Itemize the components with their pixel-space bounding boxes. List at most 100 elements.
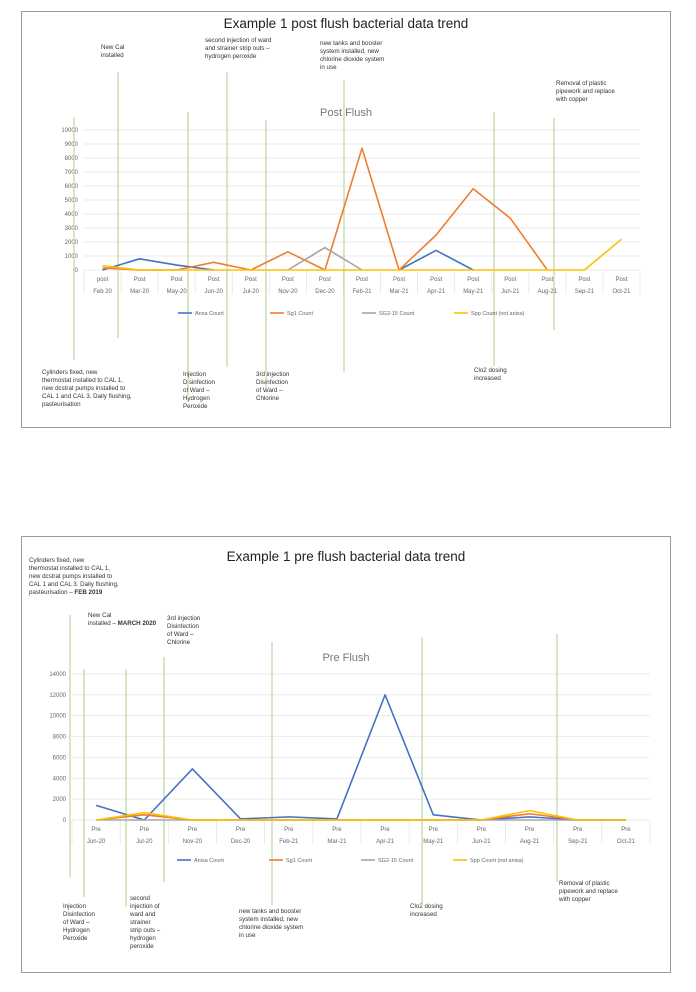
x-tick-label: Pre [140,827,150,833]
x-tick-label: Aug-21 [520,839,540,845]
plot-subtitle: Pre Flush [322,652,370,664]
legend-label: Ansa Count [195,311,224,317]
x-tick-label: Post [578,277,590,283]
x-tick-label: Aug-21 [538,289,558,295]
x-tick-label: Post [541,277,553,283]
x-tick-label: Mar-20 [130,289,150,295]
x-tick-label: Nov-20 [183,839,203,845]
pre-flush-chart: Example 1 pre flush bacterial data trend… [21,536,671,973]
annotation-date: MARCH 2020 [117,620,157,627]
x-tick-label: Jul-20 [243,289,260,295]
x-tick-label: Post [356,277,368,283]
x-tick-label: Pre [188,827,198,833]
annotation: Clo2 dosing increased [474,367,507,382]
annotation: Clo2 dosing increased [410,903,443,918]
y-tick-label: 12000 [49,693,66,699]
annotation: 3rd injection Disinfection of Ward – Chl… [256,371,290,402]
x-tick-label: Jun-21 [472,839,491,845]
chart-title: Example 1 post flush bacterial data tren… [223,16,469,31]
x-tick-label: Pre [236,827,246,833]
series-line [102,147,548,271]
y-tick-label: 3000 [65,226,79,232]
annotation: new tanks and booster system installed, … [320,40,385,71]
y-tick-label: 1000 [65,254,79,260]
x-tick-label: Pre [429,827,439,833]
series-line [102,238,622,271]
annotation: 3rd injection Disinfection of Ward – Chl… [167,615,201,646]
y-tick-label: 4000 [53,776,67,782]
x-tick-label: Post [615,277,627,283]
annotation: second injection of ward and strainer st… [130,895,161,950]
y-tick-label: 8000 [53,735,67,741]
series-line [102,258,214,271]
annotation: Removal of plastic pipework and replace … [559,880,618,903]
y-tick-label: 10000 [49,714,66,720]
x-tick-label: Feb-21 [279,839,299,845]
annotation: New Cal installed – MARCH 2020 [88,612,156,628]
x-tick-label: Post [282,277,294,283]
x-tick-label: Pre [380,827,390,833]
annotation: Cylinders fixed, new thermostat installe… [42,369,132,408]
series-line [398,249,474,271]
legend-label: Spp Count (not anisa) [470,858,524,864]
annotation: Injection Disinfection of Ward – Hydroge… [183,371,215,410]
x-tick-label: Jul-20 [136,839,153,845]
x-tick-label: Oct-21 [617,839,636,845]
x-tick-label: Pre [91,827,101,833]
x-tick-label: Nov-20 [278,289,298,295]
y-tick-label: 5000 [65,198,79,204]
x-tick-label: Post [171,277,183,283]
y-tick-label: 6000 [65,184,79,190]
x-tick-label: Post [319,277,331,283]
annotation: new tanks and booster system installed, … [239,908,304,939]
x-tick-label: Mar-21 [327,839,347,845]
x-tick-label: Pre [525,827,535,833]
x-tick-label: Jun-21 [501,289,520,295]
chart-title: Example 1 pre flush bacterial data trend [226,549,466,564]
legend-label: Spp Count (not anisa) [471,311,525,317]
post-flush-plot: 0 1000 2000 3000 4000 5000 6000 7000 8000 9000 100… [61,72,641,402]
x-tick-label: Pre [284,827,294,833]
x-tick-label: Jun-20 [205,289,224,295]
y-tick-label: 6000 [53,755,67,761]
y-tick-label: 4000 [65,212,79,218]
x-tick-label: Pre [332,827,342,833]
y-tick-label: 8000 [65,156,79,162]
x-tick-label: Dec-20 [315,289,335,295]
legend-label: Sg1 Count [286,858,312,864]
x-tick-label: Dec-20 [231,839,251,845]
y-tick-label: 7000 [65,170,79,176]
series-line [95,809,626,821]
y-tick-label: 14000 [49,672,66,678]
annotation: New Cal installed [101,44,125,59]
y-tick-label: 9000 [65,142,79,148]
x-tick-label: Oct-21 [612,289,631,295]
x-tick-label: Post [245,277,257,283]
x-tick-label: Post [467,277,479,283]
x-tick-label: May-21 [423,839,444,845]
x-tick-label: Post [393,277,405,283]
pre-flush-plot: 0 2000 4000 6000 8000 10000 12000 14000 Pre Jun-2… [49,615,651,907]
annotation-text: New Cal installed – [88,612,116,627]
legend-label: SG2-15 Count [379,311,415,317]
x-tick-label: Jun-20 [87,839,106,845]
x-tick-label: Feb 20 [93,289,112,295]
y-tick-label: 0 [63,818,67,824]
y-tick-label: 0 [75,268,79,274]
legend-label: SG2-15 Count [378,858,414,864]
annotation: second injection of ward and strainer st… [205,37,272,60]
series-line [95,694,626,821]
y-tick-label: 10000 [61,128,78,134]
x-tick-label: Apr-21 [376,839,395,845]
x-tick-label: post [97,277,109,283]
y-tick-label: 2000 [65,240,79,246]
legend-label: Sg1 Count [287,311,313,317]
annotation: Cylinders fixed, new thermostat installe… [29,557,119,597]
annotation-text: Cylinders fixed, new thermostat installe… [29,557,119,596]
annotation: Injection Disinfection of Ward – Hydroge… [63,903,95,942]
series-line [287,246,363,271]
x-tick-label: Pre [621,827,631,833]
x-tick-label: Post [504,277,516,283]
x-tick-label: Pre [477,827,487,833]
x-tick-label: Mar-21 [390,289,410,295]
